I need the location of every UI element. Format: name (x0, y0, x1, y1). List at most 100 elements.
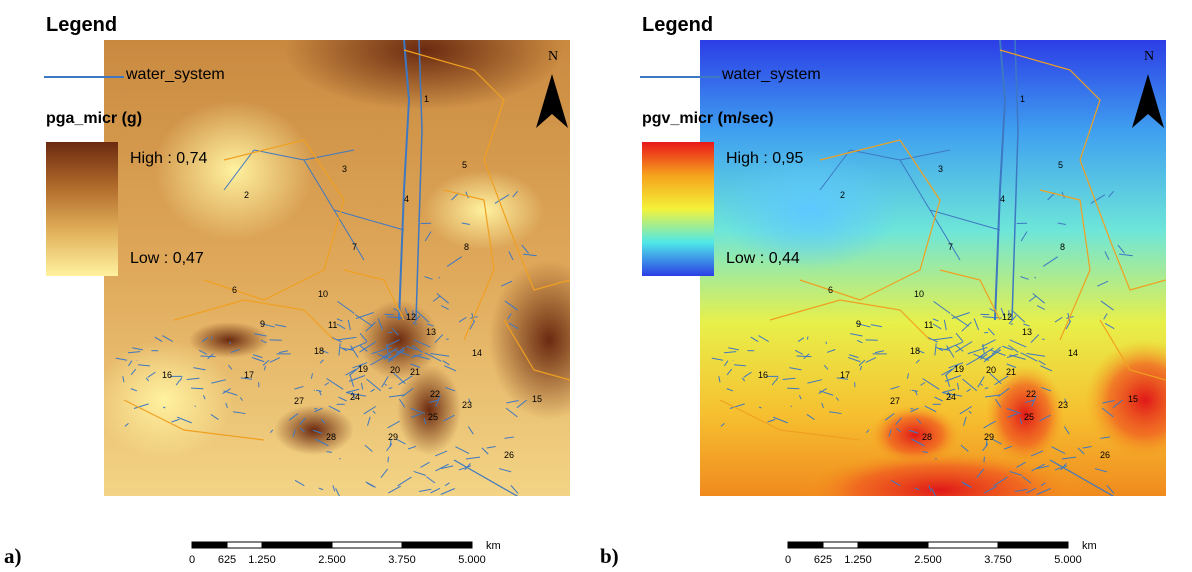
high-label: High : 0,95 (726, 150, 804, 167)
district-boundaries (719, 49, 1166, 441)
district-label: 14 (472, 348, 482, 358)
district-label: 1 (424, 94, 429, 104)
pga-high-zone (274, 405, 354, 455)
district-label: 15 (532, 394, 542, 404)
pga-low-zone (424, 170, 544, 250)
scale-tick-label: 1.250 (248, 554, 276, 566)
water-system-symbol (44, 76, 124, 78)
district-label: 3 (938, 164, 943, 174)
pgv-high-zone (870, 405, 960, 465)
district-label: 19 (954, 364, 964, 374)
district-label: 17 (244, 370, 254, 380)
district-label: 18 (314, 346, 324, 356)
district-label: 23 (462, 400, 472, 410)
color-ramp (46, 142, 118, 276)
pga-low-zone (104, 340, 234, 460)
pga-high-zone (397, 365, 461, 455)
district-label: 8 (1060, 242, 1065, 252)
district-label: 10 (318, 289, 328, 299)
scale-tick-label: 0 (784, 554, 792, 566)
scale-tick-label: 3.750 (388, 554, 416, 566)
district-label: 23 (1058, 400, 1068, 410)
water-network (711, 40, 1133, 496)
scale-bar-segments (191, 541, 473, 549)
district-label: 29 (388, 432, 398, 442)
district-label: 13 (426, 327, 436, 337)
scale-bar: 0 625 1.250 2.500 3.750 5.000 km (186, 540, 536, 568)
district-label: 21 (1006, 367, 1016, 377)
scale-tick-label: 5.000 (1054, 554, 1082, 566)
district-label: 3 (342, 164, 347, 174)
north-arrow-icon: N (536, 49, 568, 128)
high-label: High : 0,74 (130, 150, 208, 167)
water-system-label: water_system (722, 66, 821, 83)
district-label: 19 (358, 364, 368, 374)
pga-low-zone (154, 100, 314, 240)
district-label: 26 (1100, 450, 1110, 460)
scale-unit: km (1082, 540, 1097, 552)
district-label: 26 (504, 450, 514, 460)
district-label: 13 (1022, 327, 1032, 337)
district-label: 25 (1024, 412, 1034, 422)
district-label: 6 (232, 285, 237, 295)
district-label: 24 (946, 392, 956, 402)
district-label: 5 (462, 160, 467, 170)
svg-text:N: N (1144, 49, 1154, 64)
district-label: 29 (984, 432, 994, 442)
svg-text:N: N (548, 49, 558, 64)
pga-map: 1 2 3 4 5 6 7 8 9 10 11 12 13 14 15 16 17 18 19 20 21 22 23 24 2… (104, 40, 570, 496)
color-ramp (642, 142, 714, 276)
district-label: 4 (1000, 194, 1005, 204)
district-label: 12 (1002, 312, 1012, 322)
variable-title: pga_micr (g) (46, 110, 143, 127)
pga-high-zone (284, 40, 564, 110)
district-label: 20 (390, 365, 400, 375)
district-label: 20 (986, 365, 996, 375)
district-label: 24 (350, 392, 360, 402)
scale-tick-label: 3.750 (984, 554, 1012, 566)
low-label: Low : 0,44 (726, 250, 800, 267)
district-label: 21 (410, 367, 420, 377)
scale-bar: 0 625 1.250 2.500 3.750 5.000 km (782, 540, 1132, 568)
scale-tick-label: 5.000 (458, 554, 486, 566)
pgv-high-zone (1085, 340, 1166, 460)
district-label: 11 (924, 320, 933, 330)
district-label: 5 (1058, 160, 1063, 170)
district-label: 7 (948, 242, 953, 252)
district-label: 17 (840, 370, 850, 380)
district-label: 8 (464, 242, 469, 252)
scale-bar-segments (787, 541, 1069, 549)
district-label: 10 (914, 289, 924, 299)
district-label: 2 (244, 190, 249, 200)
pgv-map: 1 2 3 4 5 6 7 8 9 10 11 12 13 14 15 16 17 18 19 20 21 22 23 24 2… (700, 40, 1166, 496)
district-label: 1 (1020, 94, 1025, 104)
scale-tick-label: 2.500 (318, 554, 346, 566)
district-label: 7 (352, 242, 357, 252)
district-label: 9 (260, 319, 265, 329)
panel-a: 1 2 3 4 5 6 7 8 9 10 11 12 13 14 15 16 17 18 19 20 21 22 23 24 2… (4, 14, 570, 568)
variable-title: pgv_micr (m/sec) (642, 110, 774, 127)
water-system-label: water_system (126, 66, 225, 83)
legend-title: Legend (46, 14, 118, 36)
panel-label: a) (4, 544, 22, 568)
district-label: 12 (406, 312, 416, 322)
district-label: 16 (758, 370, 768, 380)
scale-tick-label: 625 (217, 554, 237, 566)
district-label: 27 (294, 396, 304, 406)
water-network (115, 40, 537, 496)
panel-b: 1 2 3 4 5 6 7 8 9 10 11 12 13 14 15 16 17 18 19 20 21 22 23 24 2… (596, 0, 1192, 572)
district-label: 22 (430, 389, 440, 399)
district-label: 9 (856, 319, 861, 329)
district-label: 16 (162, 370, 172, 380)
pgv-high-zone (800, 450, 1080, 496)
district-label: 28 (326, 432, 336, 442)
district-label: 11 (328, 320, 337, 330)
panel-label: b) (600, 544, 619, 568)
north-arrow-icon: N (1132, 49, 1164, 128)
district-label: 14 (1068, 348, 1078, 358)
pgv-high-zone (985, 365, 1065, 465)
